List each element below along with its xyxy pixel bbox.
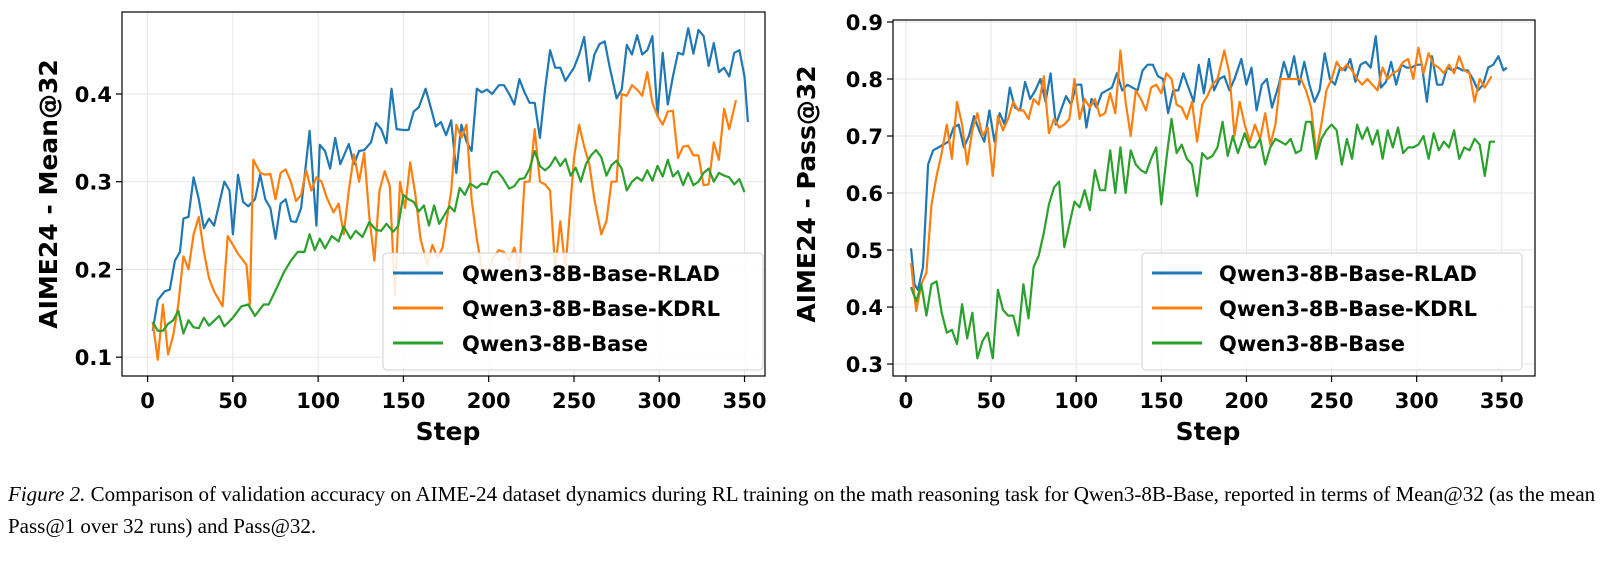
legend-label-kdrl: Qwen3-8B-Base-KDRL (1219, 297, 1477, 321)
series-line-qwen3-8b-base-rlad (909, 35, 1508, 291)
caption-label: Figure 2. (8, 482, 86, 506)
figure: AIME24 - Mean@32 Step 0 50 100 150 200 250 300… (34, 11, 1536, 446)
legend: Qwen3-8B-Base-RLAD Qwen3-8B-Base-KDRL Qw… (1141, 252, 1523, 371)
x-tick-label: 100 (1054, 389, 1098, 413)
figure-caption: Figure 2. Comparison of validation accur… (8, 478, 1600, 542)
y-tick-label: 0.4 (75, 83, 112, 107)
legend-label-rlad: Qwen3-8B-Base-RLAD (462, 262, 720, 286)
x-tick-label: 250 (1310, 389, 1354, 413)
legend-label-rlad: Qwen3-8B-Base-RLAD (1219, 262, 1477, 286)
x-tick-label: 200 (1225, 389, 1269, 413)
series-line-qwen3-8b-base-kdrl (151, 70, 738, 361)
series-line-qwen3-8b-base (909, 117, 1495, 360)
series-line-qwen3-8b-base (151, 149, 746, 335)
x-tick-label: 200 (467, 389, 511, 413)
y-tick-label: 0.7 (846, 125, 883, 149)
x-tick-label: 300 (1395, 389, 1439, 413)
x-tick-label: 350 (1480, 389, 1524, 413)
legend: Qwen3-8B-Base-RLAD Qwen3-8B-Base-KDRL Qw… (382, 252, 764, 371)
x-tick-label: 150 (1139, 389, 1183, 413)
x-axis-label: Step (416, 417, 481, 446)
series-line-qwen3-8b-base-kdrl (909, 46, 1493, 313)
axes-frame (121, 11, 766, 377)
x-tick-label: 100 (296, 389, 340, 413)
axes-frame (892, 19, 1536, 377)
y-tick-label: 0.2 (75, 258, 112, 282)
pass-at-32-chart: AIME24 - Pass@32 Step 0 50 100 150 200 250 300… (792, 11, 1536, 446)
x-tick-label: 0 (899, 389, 914, 413)
x-tick-label: 350 (723, 389, 767, 413)
mean-at-32-chart: AIME24 - Mean@32 Step 0 50 100 150 200 250 300… (34, 11, 767, 446)
legend-box (382, 252, 764, 371)
x-tick-label: 300 (637, 389, 681, 413)
y-axis-label: AIME24 - Mean@32 (34, 59, 63, 328)
x-tick-label: 150 (381, 389, 425, 413)
caption-text: Comparison of validation accuracy on AIM… (8, 482, 1596, 538)
y-axis-label: AIME24 - Pass@32 (792, 65, 821, 322)
y-tick-label: 0.8 (846, 68, 883, 92)
y-tick-label: 0.9 (846, 11, 883, 35)
y-tick-label: 0.3 (75, 171, 112, 195)
y-tick-label: 0.4 (846, 296, 883, 320)
y-tick-label: 0.3 (846, 353, 883, 377)
x-tick-label: 0 (140, 389, 155, 413)
legend-box (1141, 252, 1523, 371)
x-tick-label: 50 (218, 389, 247, 413)
x-tick-label: 250 (552, 389, 596, 413)
legend-label-kdrl: Qwen3-8B-Base-KDRL (462, 297, 720, 321)
legend-label-base: Qwen3-8B-Base (462, 332, 648, 356)
x-axis-label: Step (1176, 417, 1241, 446)
y-tick-label: 0.6 (846, 182, 883, 206)
x-tick-label: 50 (976, 389, 1005, 413)
legend-label-base: Qwen3-8B-Base (1219, 332, 1405, 356)
y-tick-label: 0.5 (846, 239, 883, 263)
y-tick-label: 0.1 (75, 346, 112, 370)
